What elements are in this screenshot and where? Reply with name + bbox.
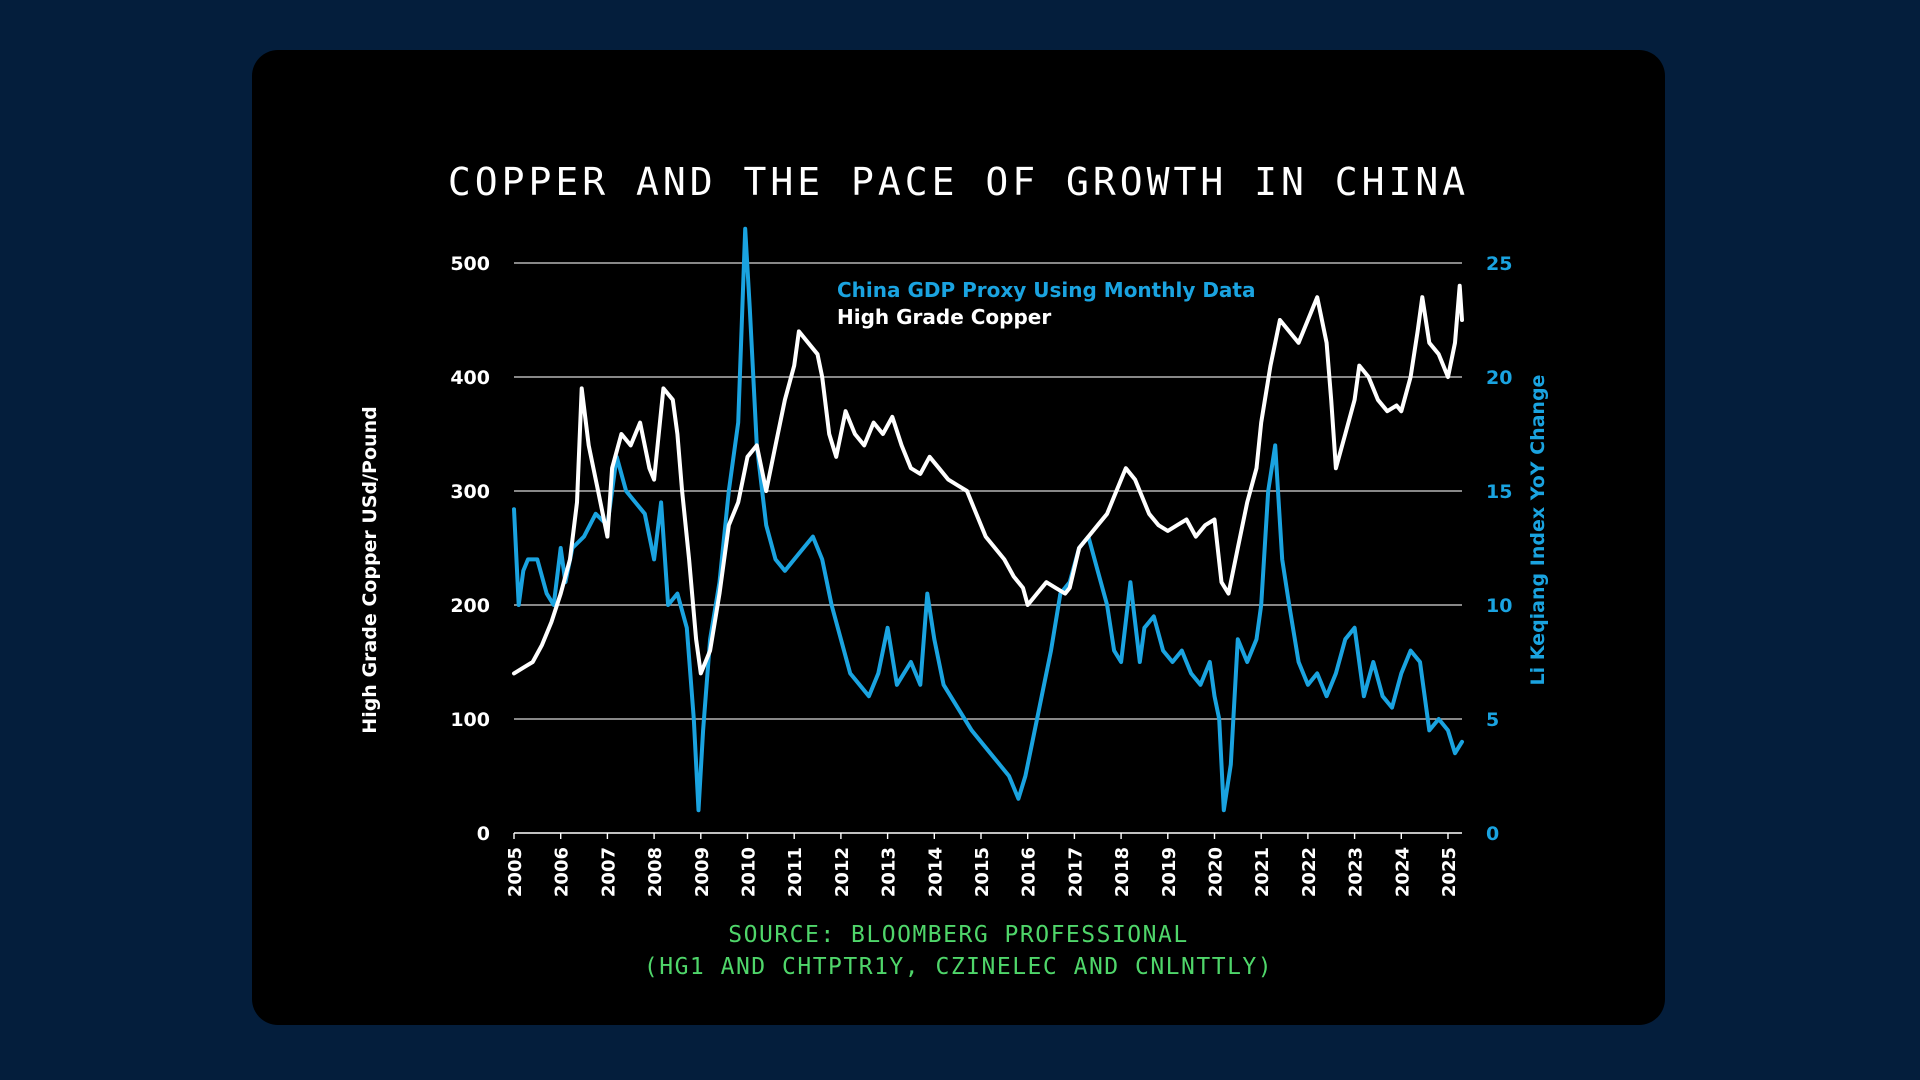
y-left-tick-label: 100 <box>450 709 490 731</box>
y-left-tick-label: 400 <box>450 367 490 389</box>
x-tick-label: 2013 <box>879 847 900 897</box>
x-tick-label: 2009 <box>692 847 713 897</box>
x-tick-label: 2010 <box>738 847 759 897</box>
series-line-copper <box>512 283 1464 676</box>
x-tick-label: 2024 <box>1392 847 1413 897</box>
x-tick-label: 2007 <box>598 847 619 897</box>
x-tick-label: 2005 <box>505 847 526 897</box>
x-tick-label: 2025 <box>1439 847 1460 897</box>
x-tick-label: 2008 <box>645 847 666 897</box>
source-line-1: SOURCE: BLOOMBERG PROFESSIONAL <box>728 922 1189 948</box>
y-left-tick-label: 0 <box>477 823 490 845</box>
series-line-gdp-proxy <box>512 226 1464 813</box>
x-tick-label: 2019 <box>1159 847 1180 897</box>
y-right-axis-title: Li Keqiang Index YoY Change <box>1527 375 1549 686</box>
y-right-tick-label: 5 <box>1486 709 1499 731</box>
y-left-tick-label: 500 <box>450 253 490 275</box>
series-lines <box>512 226 1464 813</box>
chart-title: COPPER AND THE PACE OF GROWTH IN CHINA <box>447 160 1470 204</box>
x-tick-label: 2014 <box>925 847 946 897</box>
y-right-tick-label: 0 <box>1486 823 1499 845</box>
y-right-tick-label: 10 <box>1486 595 1512 617</box>
legend-entry: China GDP Proxy Using Monthly Data <box>837 278 1255 302</box>
x-tick-label: 2022 <box>1299 847 1320 897</box>
x-tick-label: 2012 <box>832 847 853 897</box>
y-left-tick-label: 200 <box>450 595 490 617</box>
legend: China GDP Proxy Using Monthly Data High G… <box>837 278 1255 329</box>
gridlines <box>514 262 1462 720</box>
x-tick-label: 2011 <box>785 847 806 897</box>
y-left-axis-title: High Grade Copper USd/Pound <box>359 406 381 733</box>
legend-entry: High Grade Copper <box>837 305 1051 329</box>
y-right-tick-label: 20 <box>1486 367 1512 389</box>
x-tick-label: 2006 <box>552 847 573 897</box>
x-tick-label: 2018 <box>1112 847 1133 897</box>
x-tick-label: 2023 <box>1346 847 1367 897</box>
y-left-tick-label: 300 <box>450 481 490 503</box>
x-tick-label: 2021 <box>1252 847 1273 897</box>
x-tick-label: 2015 <box>972 847 993 897</box>
x-tick-label: 2016 <box>1019 847 1040 897</box>
y-right-tick-label: 15 <box>1486 481 1512 503</box>
source-line-2: (HG1 AND CHTPTR1Y, CZINELEC AND CNLNTTLY… <box>643 954 1274 980</box>
y-right-tick-label: 25 <box>1486 253 1512 275</box>
chart-card: COPPER AND THE PACE OF GROWTH IN CHINA 0… <box>252 50 1665 1025</box>
x-tick-label: 2020 <box>1205 847 1226 897</box>
x-tick-label: 2017 <box>1065 847 1086 897</box>
